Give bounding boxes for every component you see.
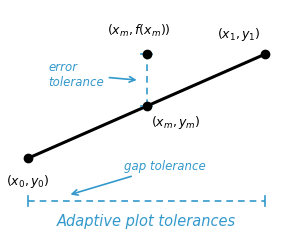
- Text: $(x_1, y_1)$: $(x_1, y_1)$: [217, 26, 260, 43]
- Text: $(x_m, f(x_m))$: $(x_m, f(x_m))$: [107, 22, 171, 39]
- Text: $(x_0,y_0)$: $(x_0,y_0)$: [6, 173, 50, 190]
- Text: error
tolerance: error tolerance: [48, 61, 135, 89]
- Text: gap tolerance: gap tolerance: [72, 160, 206, 195]
- Text: $(x_m, y_m)$: $(x_m, y_m)$: [151, 114, 200, 131]
- Text: Adaptive plot tolerances: Adaptive plot tolerances: [57, 214, 236, 229]
